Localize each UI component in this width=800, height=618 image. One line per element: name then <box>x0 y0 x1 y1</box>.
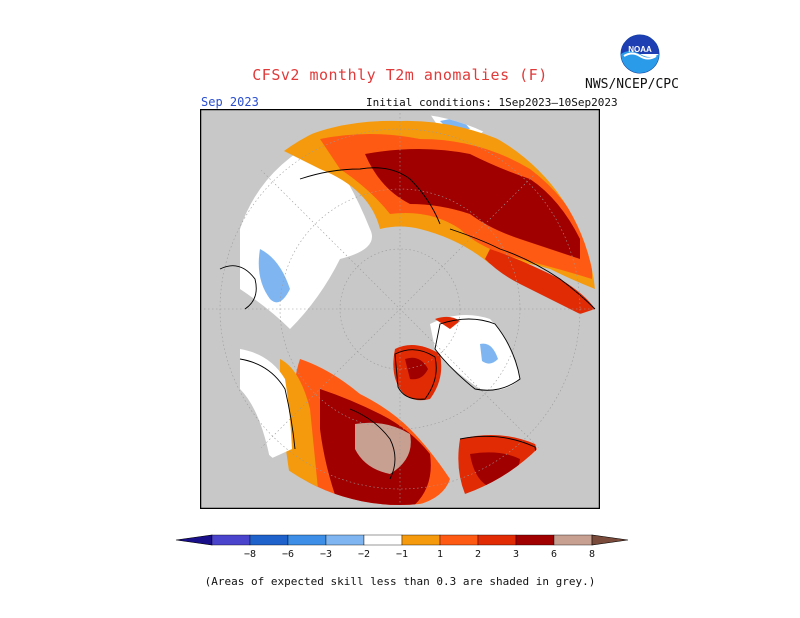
colorbar-cell <box>325 534 365 546</box>
forecast-month: Sep 2023 <box>201 95 259 109</box>
colorbar-tick-label: 6 <box>551 549 557 560</box>
anomaly-fields <box>240 114 595 505</box>
colorbar-arrow-right <box>591 534 629 546</box>
colorbar-tick-label: −2 <box>358 549 370 560</box>
skill-footnote: (Areas of expected skill less than 0.3 a… <box>204 575 596 588</box>
colorbar-cell <box>553 534 593 546</box>
colorbar-tick-label: −8 <box>244 549 256 560</box>
map-title: CFSv2 monthly T2m anomalies (F) <box>252 66 548 84</box>
map-corners <box>200 109 600 509</box>
colorbar-cell <box>363 534 403 546</box>
colorbar-ticks: −8 −6 −3 −2 −1 1 2 3 6 8 <box>244 549 595 560</box>
colorbar-cells <box>211 534 593 546</box>
initial-conditions: Initial conditions: 1Sep2023—10Sep2023 <box>366 96 618 109</box>
graticule <box>204 113 596 505</box>
colorbar-cell <box>287 534 327 546</box>
noaa-logo: NOAA <box>620 34 660 74</box>
colorbar-cell <box>515 534 555 546</box>
colorbar-tick-label: −3 <box>320 549 332 560</box>
map-border <box>200 109 600 509</box>
colorbar: −8 −6 −3 −2 −1 1 2 3 6 8 <box>175 534 629 560</box>
colorbar-cell <box>249 534 289 546</box>
colorbar-cell <box>439 534 479 546</box>
colorbar-arrow-left <box>175 534 213 546</box>
colorbar-tick-label: −1 <box>396 549 408 560</box>
polar-anomaly-map <box>200 109 600 509</box>
colorbar-tick-label: 1 <box>437 549 443 560</box>
colorbar-tick-label: 2 <box>475 549 481 560</box>
agency-label: NWS/NCEP/CPC <box>585 77 679 92</box>
colorbar-tick-label: 3 <box>513 549 519 560</box>
noaa-logo-text: NOAA <box>628 45 652 54</box>
colorbar-tick-label: 8 <box>589 549 595 560</box>
colorbar-tick-label: −6 <box>282 549 294 560</box>
colorbar-cell <box>401 534 441 546</box>
colorbar-cell <box>211 534 251 546</box>
colorbar-cell <box>477 534 517 546</box>
